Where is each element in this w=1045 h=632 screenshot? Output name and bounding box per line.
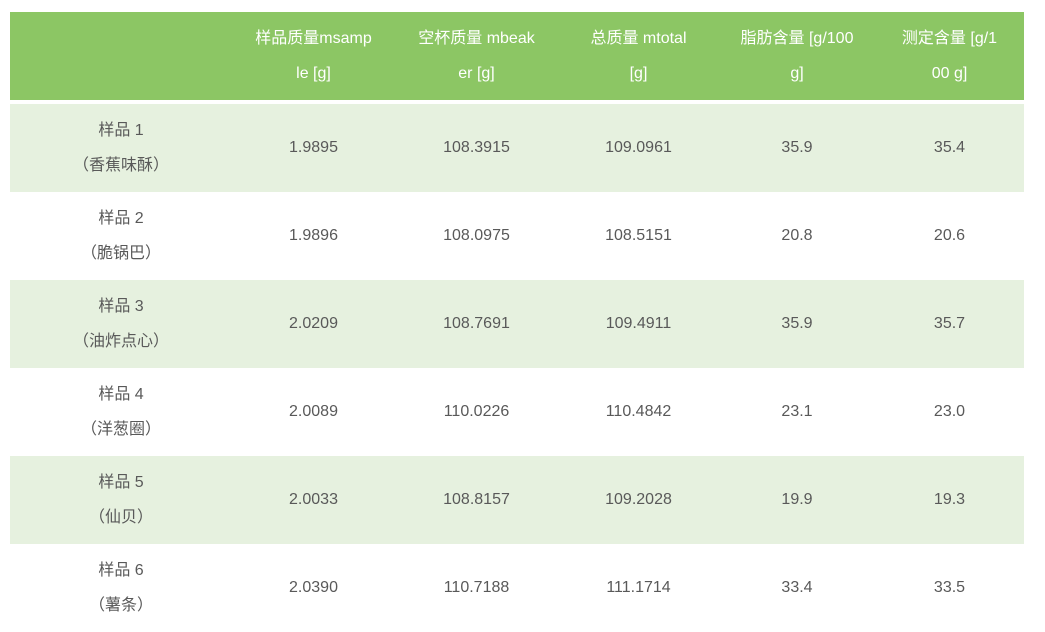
header-row: 样品质量msamp le [g] 空杯质量 mbeak er [g] 总质量 m… — [10, 12, 1024, 104]
sample-name-cell: 样品 4 （洋葱圈） — [10, 368, 232, 456]
fat-content-cell: 35.9 — [719, 104, 875, 192]
mtotal-cell: 109.4911 — [558, 280, 719, 368]
measured-content-cell: 23.0 — [875, 368, 1024, 456]
mbeaker-cell: 110.0226 — [395, 368, 558, 456]
fat-content-cell: 23.1 — [719, 368, 875, 456]
measured-content-cell: 19.3 — [875, 456, 1024, 544]
header-label-line: 脂肪含量 [g/100 — [740, 30, 854, 47]
sample-name: 样品 4 — [98, 386, 144, 403]
header-label-line: 00 g] — [931, 65, 968, 82]
fat-content-cell: 19.9 — [719, 456, 875, 544]
header-cell-measured-content: 测定含量 [g/1 00 g] — [875, 12, 1024, 104]
msample-cell: 1.9896 — [232, 192, 395, 280]
mtotal-cell: 109.0961 — [558, 104, 719, 192]
sample-name: 样品 1 — [98, 122, 144, 139]
msample-cell: 2.0390 — [232, 544, 395, 632]
mbeaker-cell: 110.7188 — [395, 544, 558, 632]
table-body: 样品 1 （香蕉味酥） 1.9895 108.3915 109.0961 35.… — [10, 104, 1024, 632]
fat-content-table: 样品质量msamp le [g] 空杯质量 mbeak er [g] 总质量 m… — [10, 12, 1024, 632]
mbeaker-cell: 108.3915 — [395, 104, 558, 192]
header-label-line: g] — [790, 65, 804, 82]
msample-cell: 2.0089 — [232, 368, 395, 456]
header-cell-msample: 样品质量msamp le [g] — [232, 12, 395, 104]
sample-name-cell: 样品 1 （香蕉味酥） — [10, 104, 232, 192]
header-cell-mbeaker: 空杯质量 mbeak er [g] — [395, 12, 558, 104]
mtotal-cell: 110.4842 — [558, 368, 719, 456]
measured-content-cell: 35.7 — [875, 280, 1024, 368]
header-label-line: 总质量 mtotal — [590, 30, 687, 47]
header-label-line: 样品质量msamp — [255, 30, 372, 47]
header-label-line: [g] — [629, 65, 648, 82]
sample-name: 样品 2 — [98, 210, 144, 227]
table-row-sample-2: 样品 2 （脆锅巴） 1.9896 108.0975 108.5151 20.8… — [10, 192, 1024, 280]
sample-subname: （油炸点心） — [72, 333, 169, 350]
msample-cell: 2.0033 — [232, 456, 395, 544]
sample-name: 样品 3 — [98, 298, 144, 315]
sample-subname: （脆锅巴） — [80, 245, 161, 262]
fat-content-cell: 35.9 — [719, 280, 875, 368]
mtotal-cell: 111.1714 — [558, 544, 719, 632]
sample-subname: （香蕉味酥） — [72, 157, 169, 174]
table-row-sample-1: 样品 1 （香蕉味酥） 1.9895 108.3915 109.0961 35.… — [10, 104, 1024, 192]
header-cell-fat-content: 脂肪含量 [g/100 g] — [719, 12, 875, 104]
table-row-sample-6: 样品 6 （薯条） 2.0390 110.7188 111.1714 33.4 … — [10, 544, 1024, 632]
sample-name: 样品 5 — [98, 474, 144, 491]
sample-subname: （薯条） — [88, 597, 153, 614]
header-label-line: er [g] — [458, 65, 495, 82]
table-row-sample-3: 样品 3 （油炸点心） 2.0209 108.7691 109.4911 35.… — [10, 280, 1024, 368]
header-label-line: 空杯质量 mbeak — [418, 30, 535, 47]
fat-content-cell: 33.4 — [719, 544, 875, 632]
sample-name-cell: 样品 3 （油炸点心） — [10, 280, 232, 368]
fat-content-table-container: 样品质量msamp le [g] 空杯质量 mbeak er [g] 总质量 m… — [10, 12, 1024, 632]
mbeaker-cell: 108.0975 — [395, 192, 558, 280]
msample-cell: 1.9895 — [232, 104, 395, 192]
header-cell-sample-name — [10, 12, 232, 104]
sample-name: 样品 6 — [98, 562, 144, 579]
table-row-sample-4: 样品 4 （洋葱圈） 2.0089 110.0226 110.4842 23.1… — [10, 368, 1024, 456]
table-row-sample-5: 样品 5 （仙贝） 2.0033 108.8157 109.2028 19.9 … — [10, 456, 1024, 544]
sample-name-cell: 样品 5 （仙贝） — [10, 456, 232, 544]
sample-subname: （洋葱圈） — [80, 421, 161, 438]
msample-cell: 2.0209 — [232, 280, 395, 368]
mtotal-cell: 109.2028 — [558, 456, 719, 544]
measured-content-cell: 35.4 — [875, 104, 1024, 192]
measured-content-cell: 20.6 — [875, 192, 1024, 280]
table-header: 样品质量msamp le [g] 空杯质量 mbeak er [g] 总质量 m… — [10, 12, 1024, 104]
mbeaker-cell: 108.8157 — [395, 456, 558, 544]
sample-subname: （仙贝） — [88, 509, 153, 526]
mbeaker-cell: 108.7691 — [395, 280, 558, 368]
mtotal-cell: 108.5151 — [558, 192, 719, 280]
sample-name-cell: 样品 6 （薯条） — [10, 544, 232, 632]
measured-content-cell: 33.5 — [875, 544, 1024, 632]
sample-name-cell: 样品 2 （脆锅巴） — [10, 192, 232, 280]
header-label-line: 测定含量 [g/1 — [901, 30, 998, 47]
header-label-line: le [g] — [296, 65, 331, 82]
fat-content-cell: 20.8 — [719, 192, 875, 280]
header-cell-mtotal: 总质量 mtotal [g] — [558, 12, 719, 104]
